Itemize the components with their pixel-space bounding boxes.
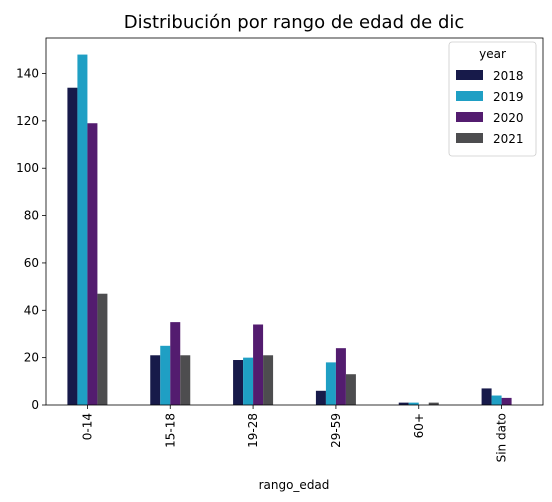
bar-2021-60+ xyxy=(428,402,439,405)
bar-2018-15-18 xyxy=(150,355,161,405)
bar-2019-15-18 xyxy=(160,345,171,405)
legend-swatch-2019 xyxy=(456,91,483,101)
legend-title: year xyxy=(479,47,506,61)
bar-2021-15-18 xyxy=(180,355,191,405)
legend-entry-2019: 2019 xyxy=(493,90,524,104)
bar-2019-19-28 xyxy=(243,357,254,405)
bar-2019-sin-dato xyxy=(491,395,502,405)
bar-2018-sin-dato xyxy=(481,388,492,405)
legend-swatch-2018 xyxy=(456,70,483,80)
y-tick-label: 40 xyxy=(24,303,39,317)
bar-2018-29-59 xyxy=(315,390,326,405)
bar-2020-19-28 xyxy=(253,324,264,405)
legend-swatch-2021 xyxy=(456,133,483,143)
plot-frame xyxy=(45,37,544,406)
y-tick-label: 80 xyxy=(24,209,39,223)
bar-2019-0-14 xyxy=(77,54,88,406)
bar-2021-19-28 xyxy=(263,355,274,405)
y-tick-label: 0 xyxy=(31,398,39,412)
legend-entry-2021: 2021 xyxy=(493,132,524,146)
x-tick-label: 15-18 xyxy=(163,413,177,448)
bar-2018-19-28 xyxy=(233,360,244,405)
bar-2020-29-59 xyxy=(335,348,346,405)
legend: year 2018 2019 2020 2021 xyxy=(448,41,537,157)
bar-2020-0-14 xyxy=(87,123,98,405)
y-tick-label: 20 xyxy=(24,351,39,365)
legend-entry-2018: 2018 xyxy=(493,69,524,83)
x-axis-label: rango_edad xyxy=(259,478,330,492)
legend-entry-2020: 2020 xyxy=(493,111,524,125)
bar-2019-29-59 xyxy=(325,362,336,405)
bar-2020-sin-dato xyxy=(501,397,512,405)
bar-2020-15-18 xyxy=(170,322,181,405)
bar-2018-60+ xyxy=(398,402,409,405)
x-tick-label: 19-28 xyxy=(246,413,260,448)
y-tick-label: 60 xyxy=(24,256,39,270)
x-tick-label: 29-59 xyxy=(329,413,343,448)
x-tick-label: Sin dato xyxy=(495,413,509,462)
plot-area: 0 20 40 60 80 100 120 140 0-14 15-18 19-28 29-59 60+… xyxy=(16,37,544,462)
x-tick-label: 0-14 xyxy=(80,413,94,440)
x-tick-label: 60+ xyxy=(412,413,426,438)
bar-2019-60+ xyxy=(408,402,419,405)
y-tick-label: 100 xyxy=(16,161,39,175)
bar-2018-0-14 xyxy=(67,87,78,405)
bar-2021-0-14 xyxy=(97,293,108,405)
y-tick-label: 120 xyxy=(16,114,39,128)
chart-title: Distribución por rango de edad de dic xyxy=(124,12,465,33)
y-tick-label: 140 xyxy=(16,67,39,81)
legend-swatch-2020 xyxy=(456,112,483,122)
bar-2021-29-59 xyxy=(345,374,356,405)
